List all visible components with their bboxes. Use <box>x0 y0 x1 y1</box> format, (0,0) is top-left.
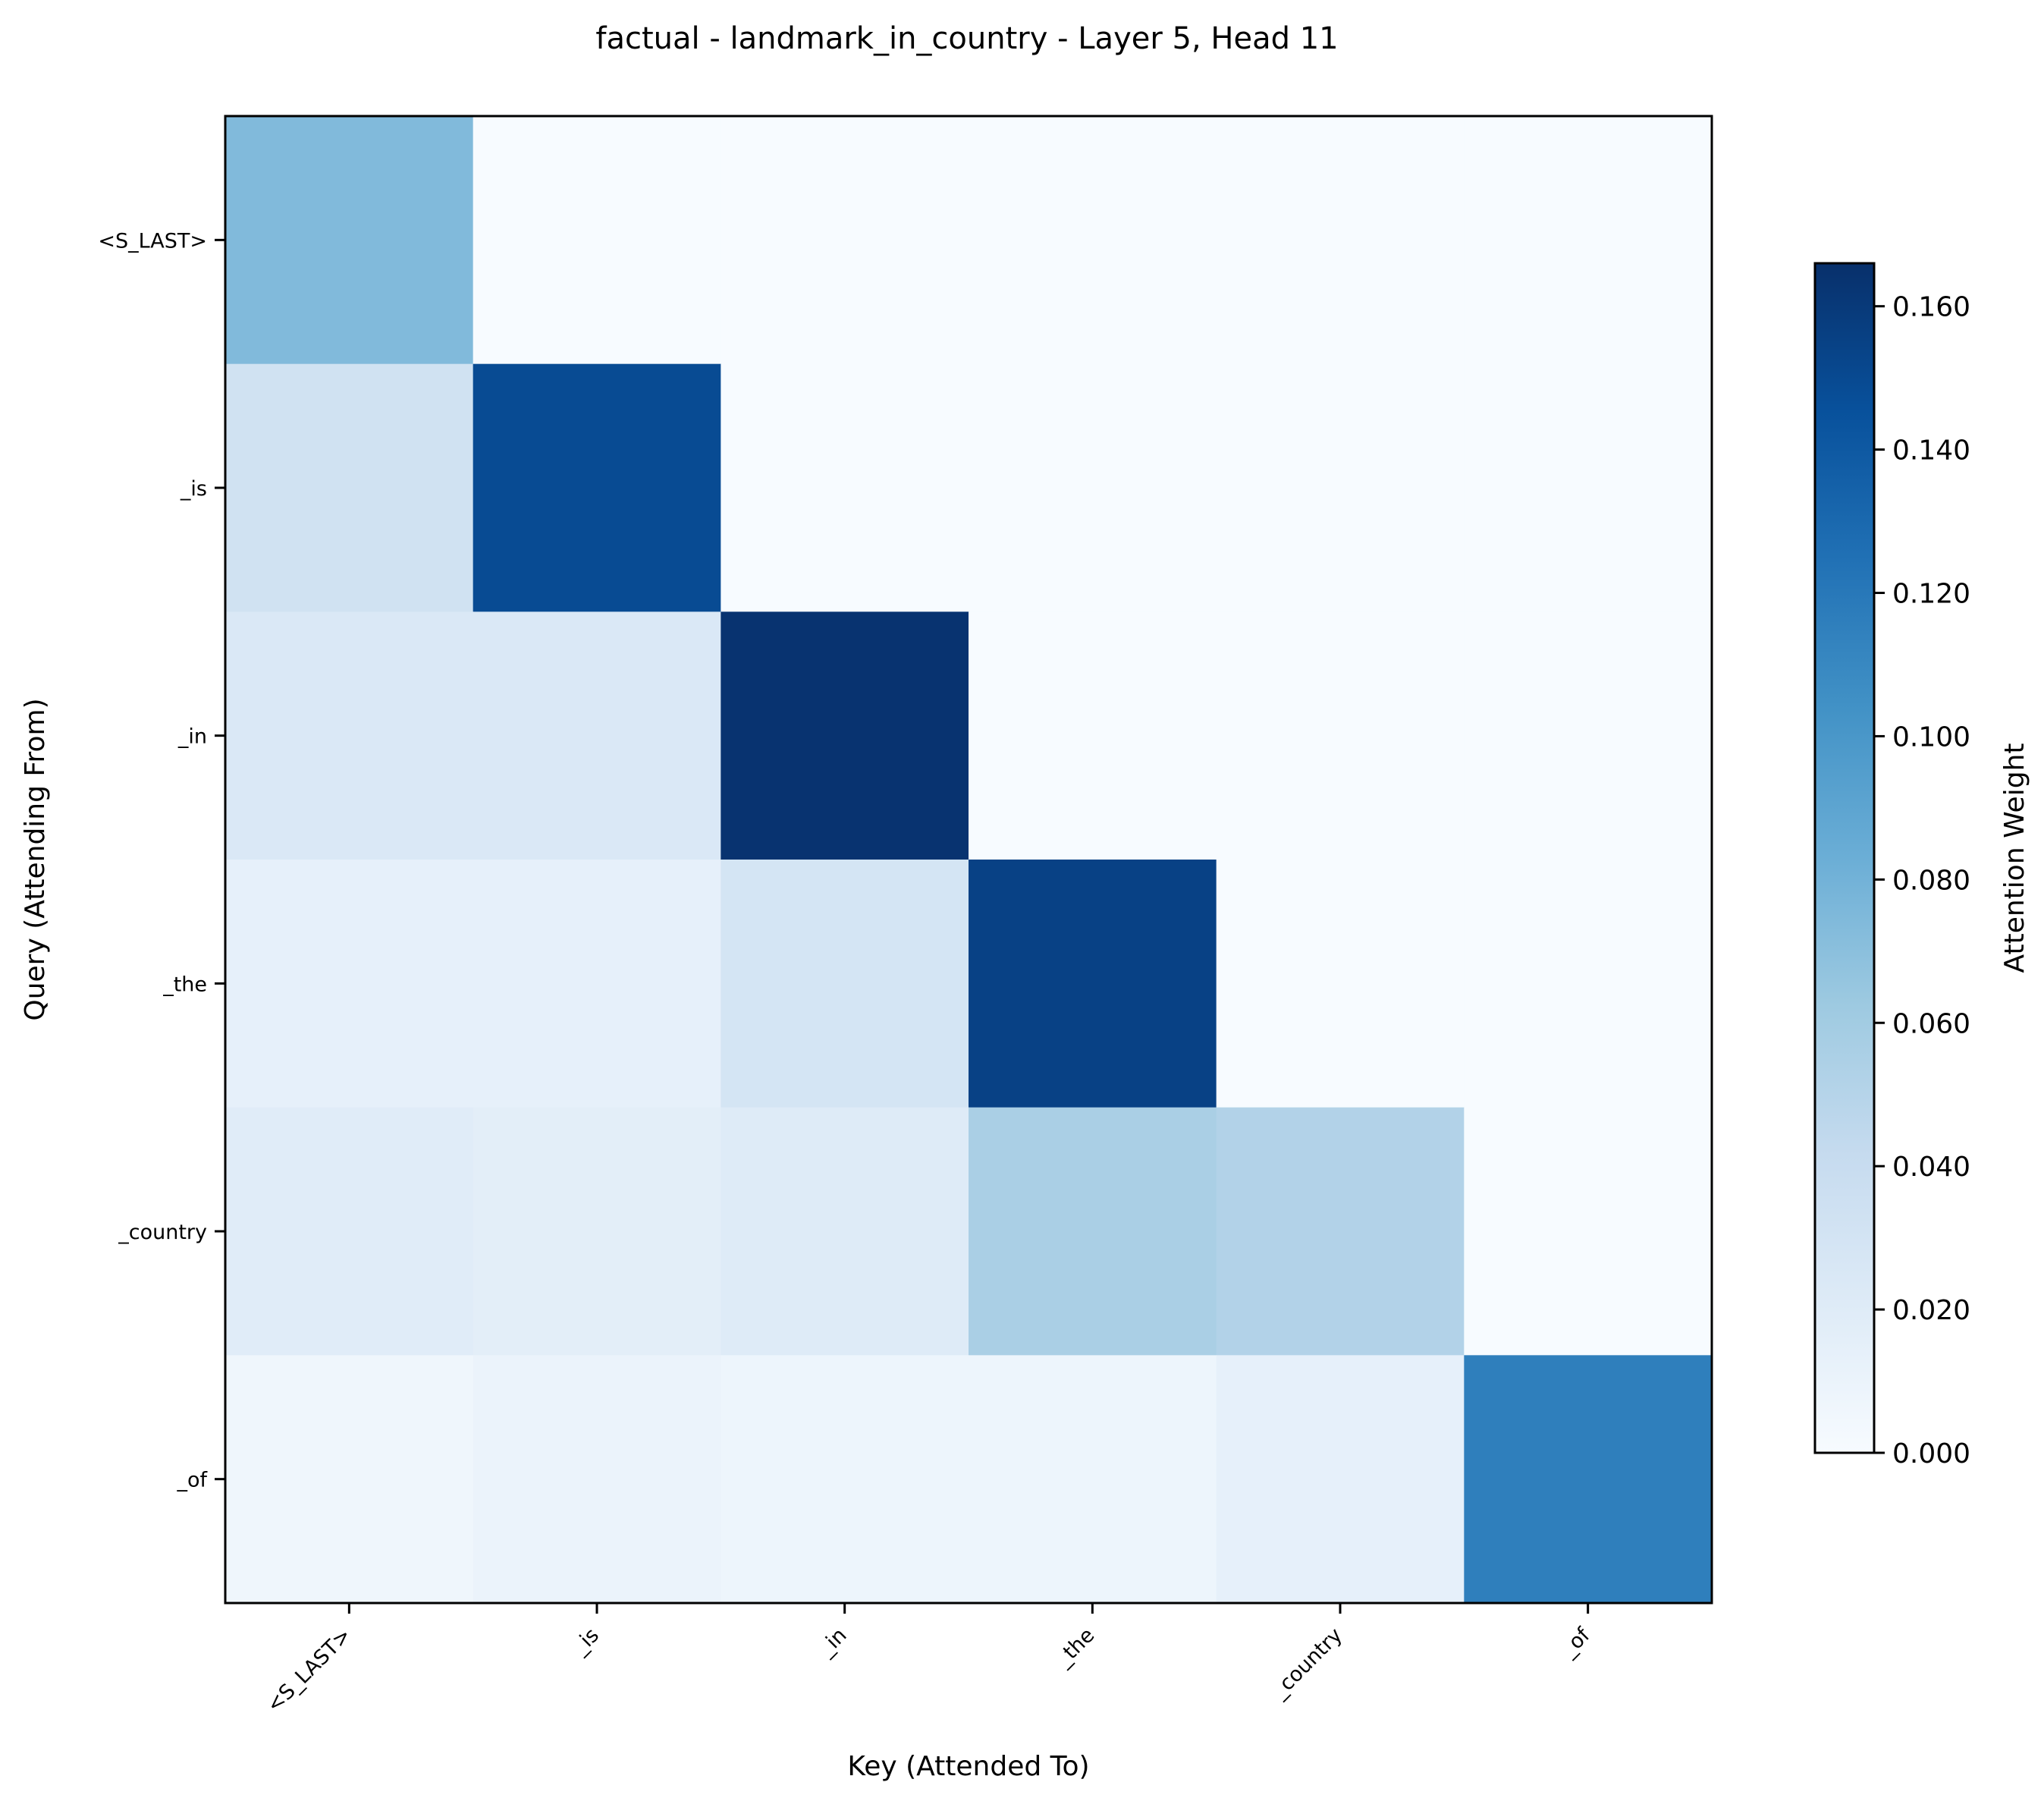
heatmap-cell <box>1216 116 1465 365</box>
heatmap-cell <box>473 611 721 860</box>
y-axis-ticks: <S_LAST> _is _in _the _country _of <box>98 229 225 1492</box>
heatmap-cell <box>1464 611 1713 860</box>
colorbar-tick-label: 0.120 <box>1892 579 1970 610</box>
heatmap-cell <box>473 116 721 365</box>
heatmap-cell <box>1464 363 1713 612</box>
x-tick-label: _of <box>1556 1623 1596 1662</box>
heatmap-cell <box>473 363 721 612</box>
x-tick-label: <S_LAST> <box>262 1624 356 1718</box>
colorbar-gradient <box>1813 262 1876 1454</box>
colorbar-tick-label: 0.020 <box>1892 1295 1970 1326</box>
heatmap-cell <box>721 363 969 612</box>
heatmap-cell <box>721 1107 969 1356</box>
chart-title: factual - landmark_in_country - Layer 5,… <box>595 21 1338 56</box>
heatmap-cell <box>1216 1107 1465 1356</box>
y-tick-label: _of <box>176 1469 208 1492</box>
y-tick-label: _in <box>177 725 207 749</box>
y-tick-label: _is <box>180 477 207 501</box>
colorbar-ticks: 0.000 0.020 0.040 0.060 0.080 0.100 0.120 0.140… <box>1874 292 1970 1470</box>
x-tick-label: _is <box>568 1624 604 1659</box>
heatmap-cell <box>721 860 969 1108</box>
heatmap-cell <box>969 1107 1217 1356</box>
heatmap-cell <box>1464 116 1713 365</box>
heatmap-cell <box>969 1355 1217 1604</box>
heatmap-cell <box>473 1355 721 1604</box>
y-tick-label: _country <box>118 1221 207 1244</box>
heatmap-cell <box>225 116 474 365</box>
colorbar-tick-label: 0.060 <box>1892 1008 1970 1039</box>
heatmap-cell <box>225 1355 474 1604</box>
heatmap-cell <box>721 611 969 860</box>
colorbar-tick-label: 0.080 <box>1892 865 1970 896</box>
heatmap-cell <box>969 860 1217 1108</box>
x-axis-label: Key (Attended To) <box>847 1751 1089 1782</box>
heatmap-cell <box>969 611 1217 860</box>
colorbar-label: Attention Weight <box>1999 743 2030 973</box>
heatmap-cell <box>1464 1107 1713 1356</box>
heatmap-cell <box>1464 1355 1713 1604</box>
colorbar-tick-label: 0.140 <box>1892 435 1970 467</box>
heatmap-cell <box>1216 1355 1465 1604</box>
y-tick-label: _the <box>162 973 207 996</box>
heatmap-cell <box>969 116 1217 365</box>
colorbar-tick-label: 0.100 <box>1892 721 1970 753</box>
heatmap-cell <box>225 363 474 612</box>
y-tick-label: <S_LAST> <box>98 229 207 253</box>
heatmap-cell <box>225 1107 474 1356</box>
plot-frame <box>224 115 1713 1605</box>
heatmap-cells <box>225 116 1713 1604</box>
heatmap-cell <box>721 116 969 365</box>
heatmap-cell <box>1216 611 1465 860</box>
heatmap-cell <box>225 611 474 860</box>
heatmap-cell <box>1464 860 1713 1108</box>
x-tick-label: _the <box>1051 1624 1100 1672</box>
x-tick-label: _country <box>1267 1624 1347 1703</box>
colorbar-tick-label: 0.040 <box>1892 1152 1970 1183</box>
x-tick-label: _in <box>814 1624 852 1661</box>
heatmap-cell <box>225 860 474 1108</box>
colorbar: 0.000 0.020 0.040 0.060 0.080 0.100 0.120 0.140… <box>1813 262 2030 1470</box>
y-axis-label: Query (Attending From) <box>20 698 51 1020</box>
heatmap-cell <box>1216 860 1465 1108</box>
heatmap-cell <box>473 1107 721 1356</box>
heatmap-cell <box>1216 363 1465 612</box>
heatmap-cell <box>473 860 721 1108</box>
colorbar-tick-label: 0.160 <box>1892 292 1970 323</box>
colorbar-tick-label: 0.000 <box>1892 1438 1970 1470</box>
x-axis-ticks: <S_LAST> _is _in _the _country _of <box>262 1603 1596 1718</box>
heatmap-cell <box>721 1355 969 1604</box>
heatmap-cell <box>969 363 1217 612</box>
